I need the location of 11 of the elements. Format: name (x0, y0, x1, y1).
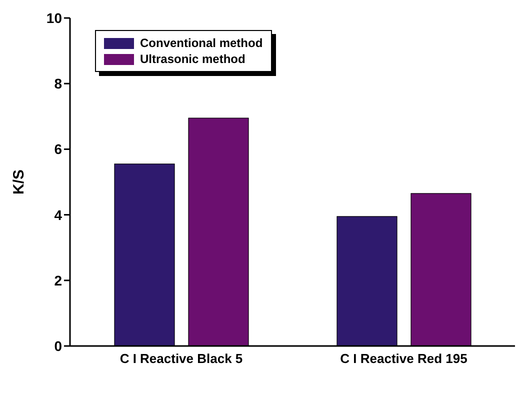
y-tick-label: 2 (54, 272, 62, 288)
legend-label: Conventional method (140, 36, 263, 50)
y-axis-title: K/S (10, 169, 28, 195)
x-tick-label: C I Reactive Black 5 (120, 351, 243, 366)
y-tick-label: 10 (46, 10, 62, 26)
x-tick-label: C I Reactive Red 195 (340, 351, 468, 366)
y-tick-label: 8 (54, 76, 62, 92)
y-tick-label: 4 (54, 206, 62, 223)
y-tick-label: 0 (54, 338, 62, 354)
y-tick-label: 6 (54, 141, 62, 158)
legend-label: Ultrasonic method (140, 52, 246, 66)
